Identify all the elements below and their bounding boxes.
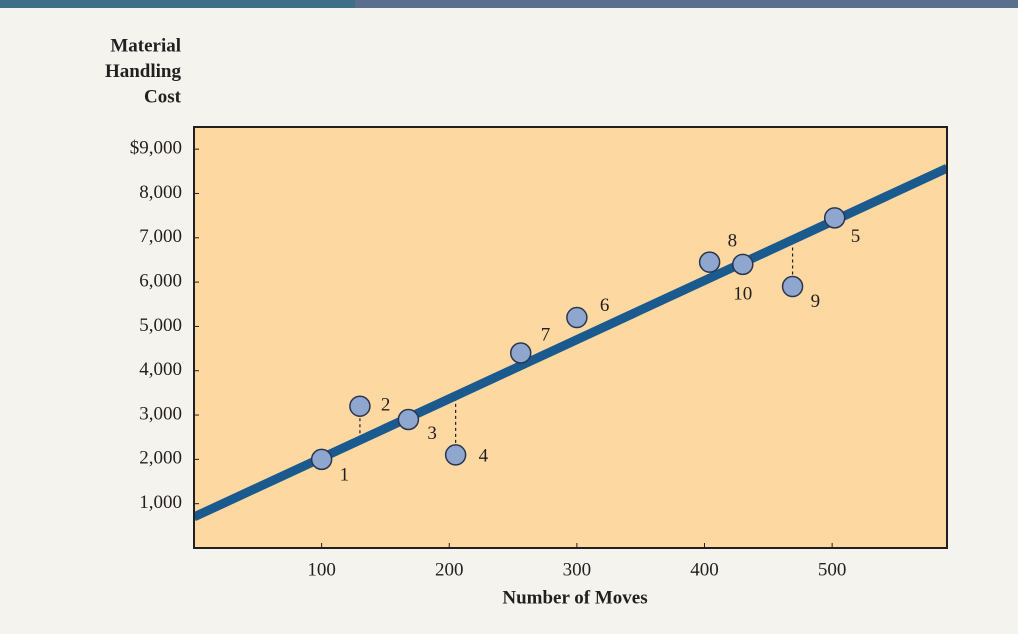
y-axis-label: Material <box>110 35 181 56</box>
plot-frame <box>193 126 948 549</box>
data-point <box>310 448 333 471</box>
point-label: 3 <box>427 423 437 444</box>
data-point <box>823 207 846 229</box>
data-point <box>349 395 371 417</box>
y-tick-label: 2,000 <box>139 448 182 469</box>
x-tick-label: 100 <box>307 559 336 580</box>
y-tick-label: 5,000 <box>139 315 182 336</box>
point-label: 5 <box>851 226 861 247</box>
banner-pattern <box>0 0 355 8</box>
y-tick-label: 8,000 <box>139 182 182 203</box>
y-axis-label: Handling <box>105 61 182 82</box>
plot-background <box>194 127 947 548</box>
x-axis-label: Number of Moves <box>502 587 647 608</box>
y-tick-label: 1,000 <box>139 492 182 513</box>
point-label: 10 <box>733 284 752 305</box>
data-point <box>397 408 420 431</box>
point-label: 8 <box>728 231 738 252</box>
point-label: 7 <box>541 324 551 345</box>
x-tick-label: 400 <box>690 559 719 580</box>
x-tick-label: 500 <box>818 559 847 580</box>
point-label: 9 <box>811 291 821 312</box>
point-label: 2 <box>381 395 391 416</box>
data-point <box>444 444 467 466</box>
x-tick-label: 300 <box>563 559 592 580</box>
y-tick-label: 4,000 <box>139 359 182 380</box>
data-point <box>698 251 721 273</box>
data-point <box>566 306 588 329</box>
y-tick-label: $9,000 <box>130 138 182 159</box>
point-label: 1 <box>340 465 350 486</box>
y-tick-label: 7,000 <box>139 226 182 247</box>
data-point <box>781 275 804 298</box>
data-point <box>509 342 532 364</box>
y-tick-label: 3,000 <box>139 403 182 424</box>
x-tick-label: 200 <box>435 559 464 580</box>
y-tick-label: 6,000 <box>139 270 182 291</box>
point-label: 4 <box>479 445 489 466</box>
data-point <box>732 253 754 276</box>
point-label: 6 <box>600 295 610 316</box>
top-banner <box>0 0 1018 8</box>
y-axis-label: Cost <box>144 86 182 107</box>
